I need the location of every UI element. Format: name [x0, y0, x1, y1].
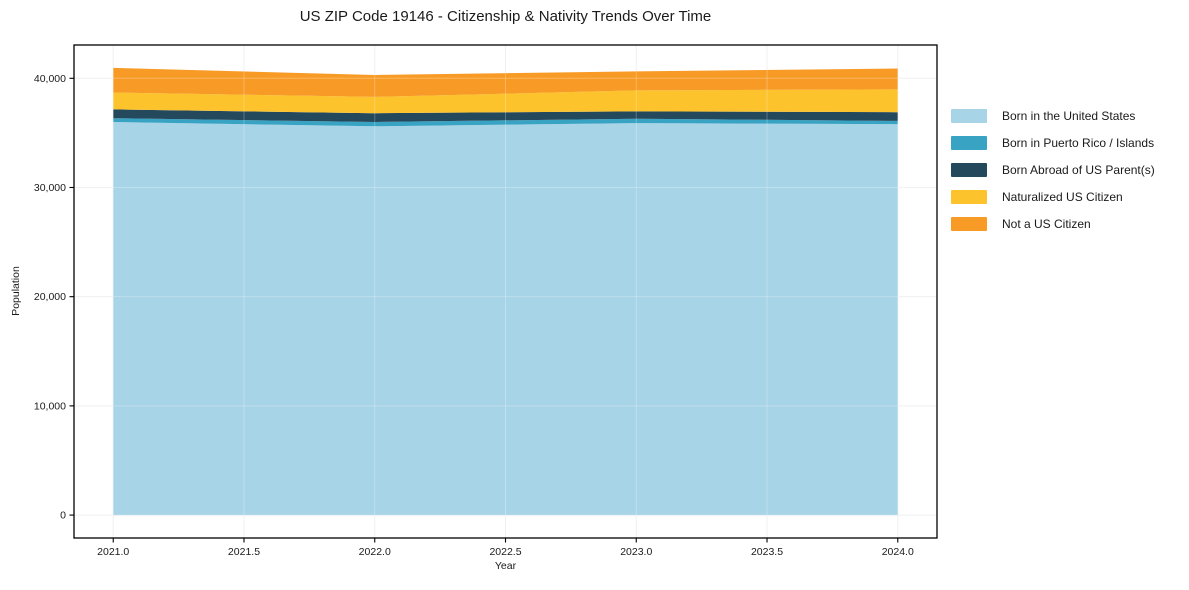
x-tick-label: 2022.0 — [359, 546, 391, 558]
legend-swatch-icon — [951, 189, 987, 204]
legend-label: Born in Puerto Rico / Islands — [1002, 135, 1155, 150]
area-series-0 — [113, 122, 898, 516]
y-tick-label: 30,000 — [34, 182, 66, 194]
legend-item-4: Not a US Citizen — [951, 210, 1155, 237]
area-series-4 — [113, 67, 898, 97]
legend-swatch-icon — [951, 216, 987, 231]
y-tick-label: 10,000 — [34, 400, 66, 412]
legend-label: Born in the United States — [1002, 108, 1136, 123]
legend-swatch-icon — [951, 135, 987, 150]
x-tick-label: 2022.5 — [489, 546, 521, 558]
legend-item-0: Born in the United States — [951, 102, 1155, 129]
legend-item-1: Born in Puerto Rico / Islands — [951, 129, 1155, 156]
legend-swatch-icon — [951, 162, 987, 177]
y-tick-label: 0 — [60, 510, 66, 522]
x-tick-label: 2023.0 — [620, 546, 652, 558]
legend-label: Naturalized US Citizen — [1002, 189, 1123, 204]
legend: Born in the United States Born in Puerto … — [951, 102, 1155, 237]
x-tick-label: 2023.5 — [751, 546, 783, 558]
x-tick-label: 2021.5 — [228, 546, 260, 558]
x-tick-label: 2021.0 — [97, 546, 129, 558]
legend-swatch-icon — [951, 108, 987, 123]
area-series-1 — [113, 118, 898, 127]
legend-item-3: Naturalized US Citizen — [951, 183, 1155, 210]
x-tick-label: 2024.0 — [882, 546, 914, 558]
y-tick-label: 40,000 — [34, 73, 66, 85]
area-series-2 — [113, 109, 898, 122]
y-tick-label: 20,000 — [34, 291, 66, 303]
area-series-3 — [113, 89, 898, 114]
y-axis-label: Population — [10, 266, 22, 316]
chart-title: US ZIP Code 19146 - Citizenship & Nativi… — [299, 8, 712, 25]
legend-label: Born Abroad of US Parent(s) — [1002, 162, 1155, 177]
x-axis-label: Year — [494, 560, 517, 572]
legend-item-2: Born Abroad of US Parent(s) — [951, 156, 1155, 183]
legend-label: Not a US Citizen — [1002, 216, 1091, 231]
